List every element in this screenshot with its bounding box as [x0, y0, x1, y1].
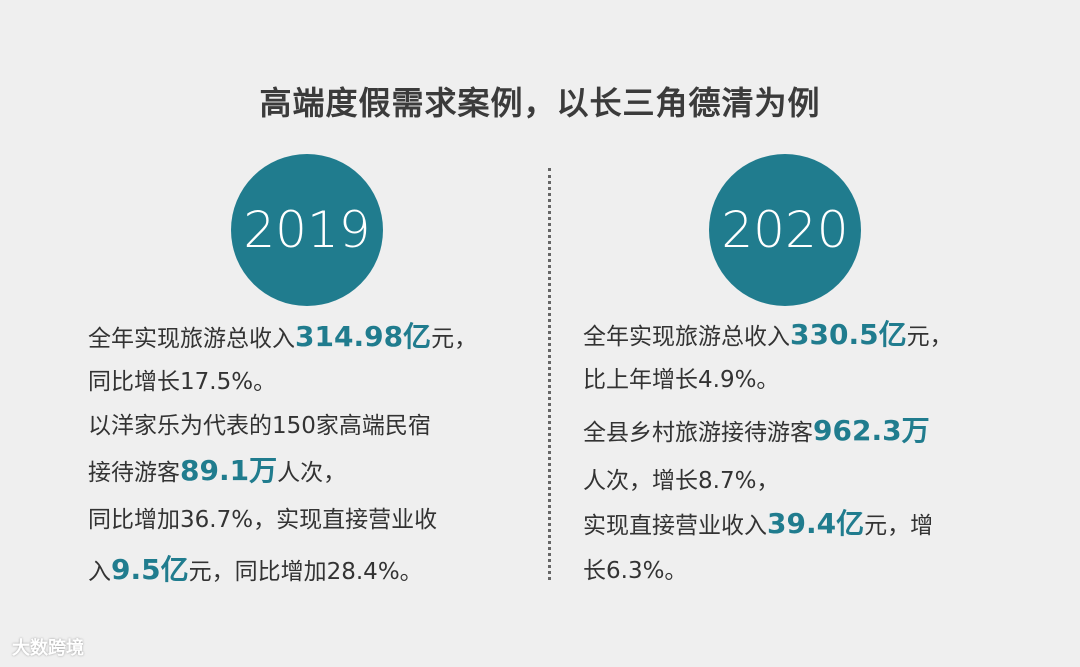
text-run: 长6.3%。 [583, 558, 688, 584]
text-run: 全县乡村旅游接待游客 [583, 420, 813, 446]
highlight-number: 39.4亿 [767, 507, 865, 540]
text-line: 同比增长17.5%。 [88, 367, 276, 397]
text-line: 入9.5亿元，同比增加28.4%。 [88, 555, 423, 587]
text-run: 人次，增长8.7%， [583, 468, 780, 494]
text-run: 元， [906, 324, 953, 350]
text-run: 实现直接营业收入 [583, 513, 767, 539]
text-run: 元，同比增加28.4%。 [188, 559, 423, 585]
highlight-number: 330.5亿 [790, 318, 907, 351]
text-line: 比上年增长4.9%。 [583, 365, 779, 395]
title: 高端度假需求案例，以长三角德清为例 [259, 84, 821, 122]
text-line: 人次，增长8.7%， [583, 466, 779, 496]
watermark: 大数跨境 [12, 638, 84, 659]
divider [548, 168, 551, 580]
highlight-number: 9.5亿 [111, 553, 189, 586]
text-line: 全县乡村旅游接待游客962.3万 [583, 416, 930, 448]
highlight-number: 314.98亿 [295, 320, 432, 353]
text-line: 接待游客89.1万人次， [88, 456, 346, 488]
text-run: 人次， [277, 460, 347, 486]
text-line: 全年实现旅游总收入314.98亿元， [88, 322, 477, 354]
highlight-number: 89.1万 [180, 454, 278, 487]
year-circle: 2019 [231, 154, 383, 306]
text-run: 全年实现旅游总收入 [583, 324, 790, 350]
highlight-number: 962.3万 [813, 414, 930, 447]
year-circle: 2020 [709, 154, 861, 306]
text-run: 比上年增长4.9%。 [583, 367, 780, 393]
text-line: 同比增加36.7%，实现直接营业收 [88, 505, 437, 535]
text-run: 以洋家乐为代表的150家高端民宿 [88, 413, 431, 439]
text-run: 元， [431, 326, 478, 352]
text-line: 以洋家乐为代表的150家高端民宿 [88, 411, 431, 441]
text-run: 接待游客 [88, 460, 180, 486]
text-run: 同比增加36.7%，实现直接营业收 [88, 507, 438, 533]
text-run: 全年实现旅游总收入 [88, 326, 295, 352]
text-line: 实现直接营业收入39.4亿元，增 [583, 509, 933, 541]
text-line: 全年实现旅游总收入330.5亿元， [583, 320, 953, 352]
text-run: 元，增 [864, 513, 934, 539]
text-line: 长6.3%。 [583, 556, 687, 586]
text-run: 入 [88, 559, 111, 585]
text-run: 同比增长17.5%。 [88, 369, 277, 395]
